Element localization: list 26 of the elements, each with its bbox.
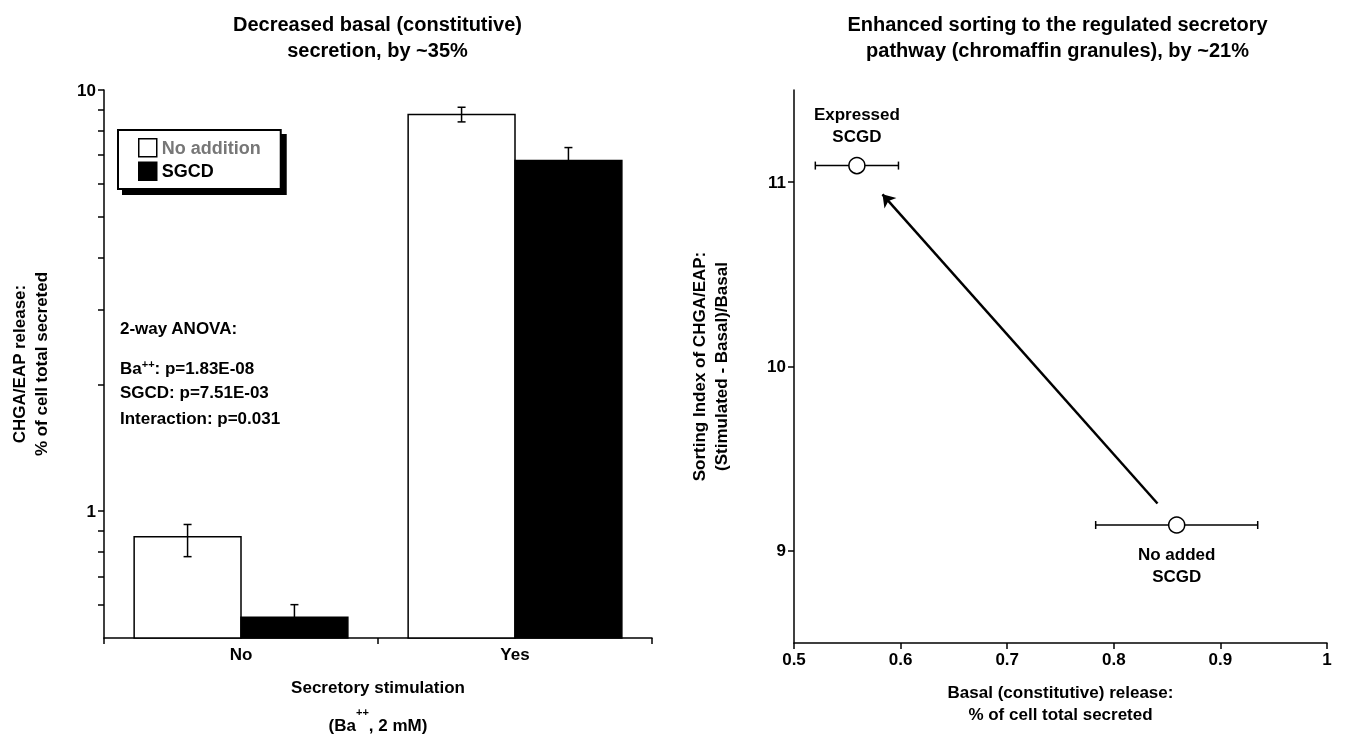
annotation: 2-way ANOVA: [120,319,238,338]
x-tick-label: 0.6 [888,650,913,669]
y-tick-label: 10 [767,357,786,376]
annotation: No added SCGD [1137,544,1216,586]
x-tick-label: Yes [500,645,530,664]
x-tick-label: No [229,645,253,664]
annotation: Expressed SCGD [813,105,900,147]
chart-title: Enhanced sorting to the regulated secretory pathway (chromaffin granules), by ~21% [847,13,1269,61]
y-tick-label: 10 [77,80,96,100]
x-tick-label: 1 [1322,650,1332,669]
y-tick-label: 11 [768,172,786,192]
x-axis-title: Secretory stimulation (Ba++, 2 mM) [291,677,465,735]
legend-label: SGCD [161,161,214,182]
x-tick-label: 0.7 [995,650,1020,669]
y-tick-label: 9 [776,541,786,561]
x-axis-title: Basal (constitutive) release: % of cell total secreted [947,682,1174,724]
annotation: Ba++: p=1.83E-08 [120,357,255,378]
x-tick-label: 0.5 [782,650,806,669]
annotation: SGCD: p=7.51E-03 [120,383,269,402]
y-axis-title: Sorting Index of CHGA/EAP: (Stimulated - Basal)/Basal [689,251,731,482]
x-tick-label: 0.9 [1208,650,1233,669]
chart-title: Decreased basal (constitutive) secretion, by ~35% [233,13,522,61]
y-axis-title: CHGA/EAP release: % of cell total secreted [9,271,51,457]
annotation: Interaction: p=0.031 [120,409,281,428]
legend-label: No addition [161,137,261,158]
x-tick-label: 0.8 [1101,650,1126,669]
